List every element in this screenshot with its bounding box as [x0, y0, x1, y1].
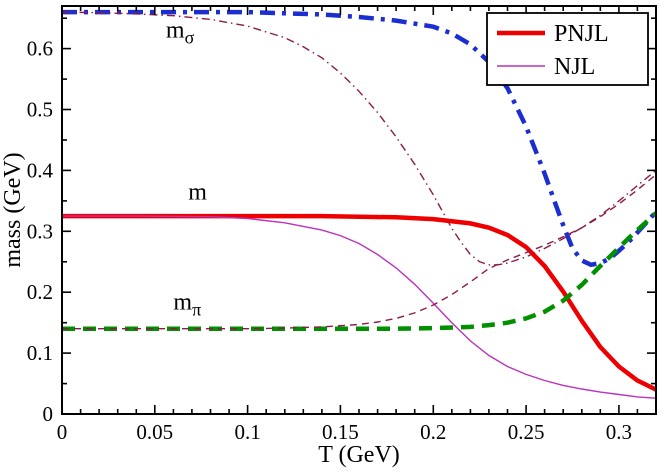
- legend-label-1: NJL: [554, 54, 595, 80]
- x-tick-label: 0.2: [420, 420, 446, 444]
- x-tick-label: 0.1: [234, 420, 260, 444]
- curve-annotation-0: mσ: [166, 18, 195, 48]
- y-tick-label: 0.6: [27, 37, 53, 61]
- y-tick-label: 0.2: [27, 280, 53, 304]
- x-tick-label: 0: [57, 420, 68, 444]
- x-tick-labels: 0 0.05 0.1 0.15 0.2 0.25 0.3: [57, 420, 632, 444]
- y-tick-label: 0.4: [27, 158, 54, 182]
- curve-annotation-2: mπ: [173, 289, 201, 319]
- curve-m-pi-njl: [62, 174, 657, 330]
- y-tick-labels: 0 0.1 0.2 0.3 0.4 0.5 0.6: [27, 37, 54, 426]
- y-tick-label: 0: [43, 402, 54, 426]
- legend: PNJL NJL: [486, 12, 649, 86]
- x-axis-label: T (GeV): [318, 442, 400, 468]
- y-tick-label: 0.5: [27, 98, 53, 122]
- curve-m-pi-pnjl: [62, 211, 657, 331]
- legend-label-0: PNJL: [554, 21, 609, 47]
- x-tick-label: 0.25: [508, 420, 545, 444]
- curve-annotation-1: m: [188, 180, 207, 206]
- curve-m-quark-njl: [62, 215, 657, 399]
- curve-m-quark-pnjl: [62, 213, 657, 392]
- y-tick-label: 0.1: [27, 341, 53, 365]
- legend-box: [486, 12, 649, 86]
- x-tick-label: 0.05: [136, 420, 173, 444]
- x-tick-label: 0.15: [322, 420, 359, 444]
- x-tick-label: 0.3: [606, 420, 632, 444]
- y-tick-label: 0.3: [27, 219, 53, 243]
- axis-ticks: [61, 6, 656, 415]
- curve-m-sigma-njl: [61, 11, 657, 266]
- y-axis-label: mass (GeV): [0, 152, 26, 267]
